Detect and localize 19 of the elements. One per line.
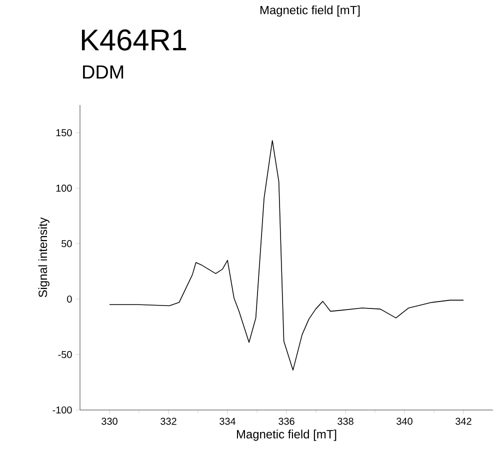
x-tick-label: 332: [160, 418, 176, 425]
y-tick-label: -50: [58, 351, 72, 358]
line-series: [109, 140, 464, 370]
x-tick-label: 342: [456, 418, 472, 425]
chart-title: K464R1: [82, 29, 186, 51]
y-axis-title: Signal intensity: [38, 217, 50, 298]
x-axis-title: Magnetic field [mT]: [236, 430, 336, 441]
x-tick-label: 336: [278, 418, 294, 425]
text: Magnetic field [mT]: [260, 6, 360, 17]
x-tick-label: 330: [102, 418, 118, 425]
chart-subtitle: DDM: [83, 65, 124, 79]
y-tick-label: 50: [62, 240, 72, 248]
x-tick-label: 340: [396, 418, 412, 425]
x-tick-label: 338: [338, 418, 354, 425]
x-tick-label: 334: [220, 418, 236, 425]
y-tick-label: 150: [56, 129, 72, 136]
y-tick-label: 0: [67, 296, 72, 303]
y-tick-label: -100: [52, 406, 72, 414]
y-tick-label: 100: [56, 184, 72, 192]
